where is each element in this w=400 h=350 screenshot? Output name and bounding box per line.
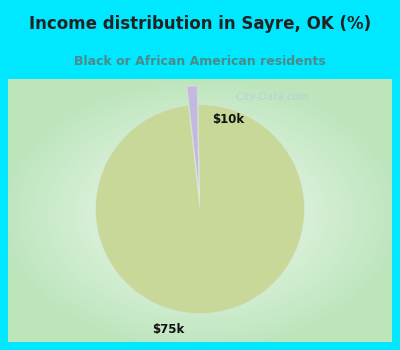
Wedge shape	[187, 86, 199, 190]
Text: $10k: $10k	[212, 113, 244, 126]
Text: Black or African American residents: Black or African American residents	[74, 55, 326, 68]
Text: City-Data.com: City-Data.com	[236, 92, 310, 102]
Wedge shape	[96, 105, 304, 313]
Text: Income distribution in Sayre, OK (%): Income distribution in Sayre, OK (%)	[29, 15, 371, 33]
Bar	[392, 79, 400, 350]
Bar	[0, 79, 8, 350]
Text: $75k: $75k	[152, 323, 185, 336]
Bar	[0, 342, 400, 350]
